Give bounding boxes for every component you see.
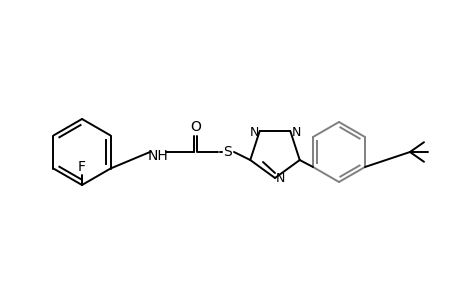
Text: N: N	[291, 127, 300, 140]
Text: NH: NH	[147, 149, 168, 163]
Text: F: F	[78, 160, 86, 174]
Text: O: O	[190, 120, 201, 134]
Text: N: N	[275, 172, 285, 184]
Text: N: N	[249, 127, 258, 140]
Text: S: S	[223, 145, 232, 159]
